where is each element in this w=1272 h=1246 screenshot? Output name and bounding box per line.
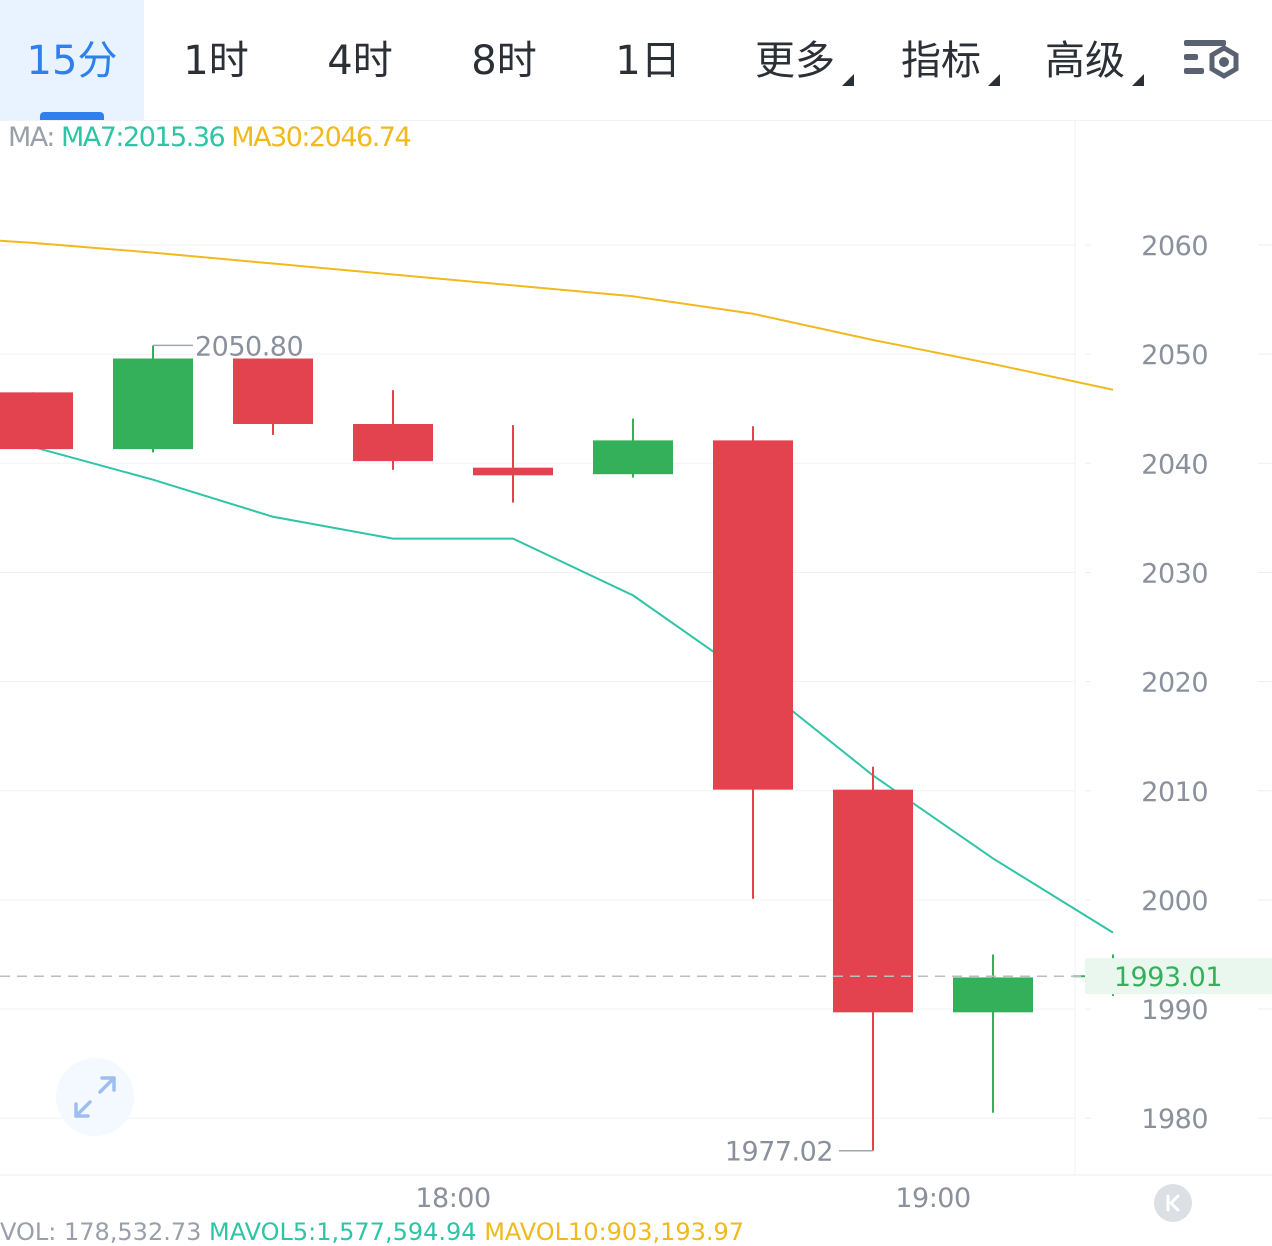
tab-label: 4时: [327, 38, 393, 84]
candle-body: [0, 392, 73, 450]
ma-legend-label: MA:: [8, 122, 55, 153]
candle: [473, 425, 553, 503]
ma30-line-layer: [0, 239, 1114, 391]
tab-label: 更多: [755, 38, 835, 84]
tab-1d[interactable]: 1日: [576, 0, 720, 120]
ma7-value: MA7:2015.36: [60, 122, 226, 153]
candle: [353, 390, 433, 470]
dropdown-corner-icon: [988, 74, 1000, 86]
y-tick-label: 1990: [1141, 995, 1208, 1026]
candle: [593, 418, 673, 478]
candle: [0, 392, 73, 450]
tab-more[interactable]: 更多: [730, 0, 860, 120]
y-tick-label: 2030: [1141, 558, 1208, 589]
dropdown-corner-icon: [1132, 74, 1144, 86]
expand-arrows-icon: [74, 1076, 116, 1118]
low-price-label: 1977.02: [725, 1137, 833, 1168]
tab-8h[interactable]: 8时: [432, 0, 576, 120]
ma7-line: [0, 439, 1114, 934]
tab-4h[interactable]: 4时: [288, 0, 432, 120]
vol-value: VOL: 178,532.73: [0, 1218, 202, 1246]
tab-label: 高级: [1045, 38, 1125, 84]
current-price-layer: 1993.01: [0, 958, 1272, 995]
high-price-label: 2050.80: [195, 331, 303, 362]
y-axis: 2060 2050 2040 2030 2020 2010 2000 1990 1980: [1141, 231, 1208, 1135]
ma30-value: MA30:2046.74: [231, 122, 411, 153]
mavol10-value: MAVOL10:903,193.97: [484, 1218, 745, 1246]
candle-body: [713, 440, 793, 790]
grid-lines: [0, 121, 1272, 1176]
candle: [713, 426, 793, 899]
candle: [833, 766, 913, 1151]
annotations-layer: 2050.80 1977.02: [153, 331, 873, 1168]
tab-15min[interactable]: 15分: [0, 0, 144, 120]
ma-legend: MA: MA7:2015.36 MA30:2046.74: [8, 122, 412, 153]
tab-label: 8时: [471, 38, 537, 84]
ma7-line-layer: [0, 439, 1114, 934]
y-tick-label: 2040: [1141, 449, 1208, 480]
candle: [953, 954, 1033, 1113]
tab-label: 指标: [901, 38, 981, 84]
candle-body: [593, 440, 673, 475]
y-tick-label: 2000: [1141, 886, 1208, 917]
candle-body: [113, 358, 193, 450]
mavol5-value: MAVOL5:1,577,594.94: [209, 1218, 477, 1246]
timeframe-tab-bar: 15分 1时 4时 8时 1日 更多 指标 高级: [0, 0, 1272, 121]
tab-label: 15分: [26, 38, 118, 84]
chart-settings-icon: [1184, 40, 1239, 79]
tab-label: 1日: [615, 38, 681, 84]
y-tick-label: 2050: [1141, 340, 1208, 371]
dropdown-corner-icon: [842, 74, 854, 86]
x-tick-label: 18:00: [415, 1183, 490, 1214]
tab-indicators[interactable]: 指标: [876, 0, 1006, 120]
current-price-label: 1993.01: [1114, 962, 1222, 993]
x-tick-label: 19:00: [895, 1183, 970, 1214]
skip-to-end-icon: [1166, 1194, 1180, 1212]
ma30-line: [0, 239, 1114, 391]
current-price-tag: [1085, 958, 1272, 995]
candle-body: [473, 467, 553, 476]
tab-advanced[interactable]: 高级: [1020, 0, 1150, 120]
tab-label: 1时: [183, 38, 249, 84]
volume-legend: VOL: 178,532.73 MAVOL5:1,577,594.94 MAVO…: [0, 1218, 744, 1246]
y-tick-label: 2060: [1141, 231, 1208, 262]
active-tab-indicator: [40, 112, 104, 120]
candle-body: [833, 789, 913, 1013]
y-tick-label: 2010: [1141, 777, 1208, 808]
candle: [113, 345, 193, 453]
candle: [233, 358, 313, 435]
y-tick-label: 2020: [1141, 668, 1208, 699]
candle-body: [353, 424, 433, 462]
y-tick-label: 1980: [1141, 1104, 1208, 1135]
candles-layer: [0, 345, 1153, 1151]
scroll-to-latest-button[interactable]: [1154, 1184, 1192, 1222]
tab-1h[interactable]: 1时: [144, 0, 288, 120]
chart-settings-button[interactable]: [1178, 34, 1244, 90]
candle-body: [233, 358, 313, 425]
fullscreen-button[interactable]: [56, 1058, 134, 1136]
candle-body: [953, 977, 1033, 1013]
